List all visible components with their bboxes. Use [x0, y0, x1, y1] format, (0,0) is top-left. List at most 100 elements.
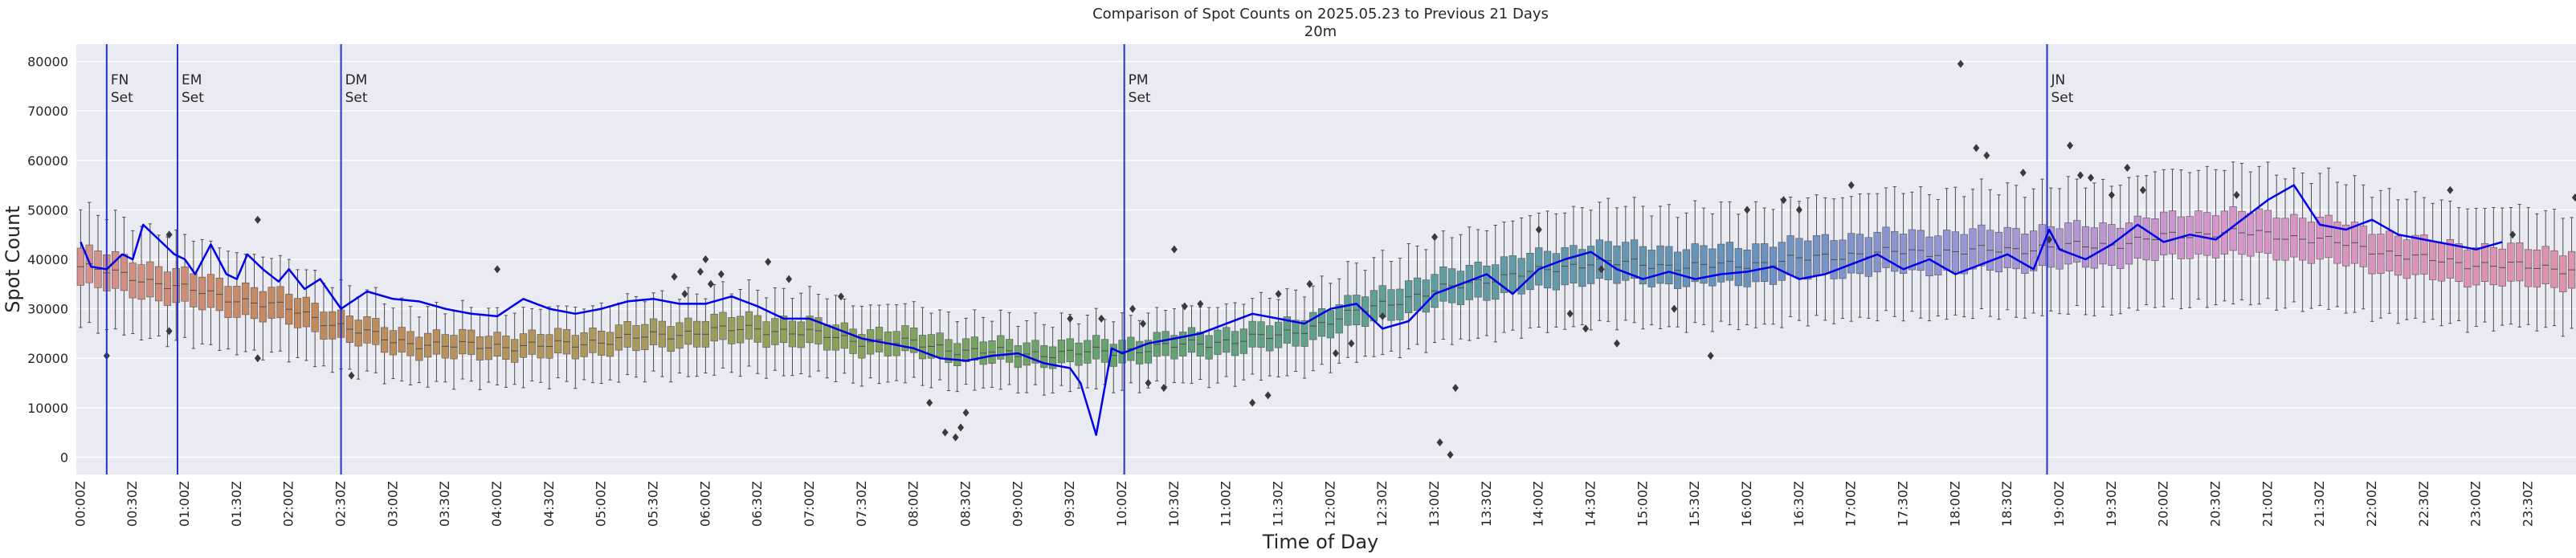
x-tick-label: 17:00Z — [1843, 481, 1859, 527]
x-tick-label: 01:00Z — [177, 481, 192, 527]
outlier-point — [165, 230, 173, 239]
x-tick-label: 03:30Z — [437, 481, 452, 527]
event-label: DM — [345, 72, 368, 88]
outlier-point — [1957, 59, 1964, 68]
event-label: FN — [111, 72, 129, 88]
outlier-point — [1145, 379, 1152, 388]
outlier-point — [1098, 314, 1105, 323]
x-tick-label: 22:00Z — [2364, 481, 2379, 527]
x-tick-label: 07:30Z — [854, 481, 869, 527]
x-tick-label: 08:00Z — [906, 481, 921, 527]
outlier-point — [1780, 196, 1787, 205]
outlier-point — [1566, 309, 1574, 318]
outlier-point — [1744, 206, 1751, 214]
x-tick-label: 19:30Z — [2104, 481, 2119, 527]
x-tick-label: 22:30Z — [2416, 481, 2431, 527]
x-tick-label: 06:30Z — [749, 481, 765, 527]
outlier-point — [2233, 190, 2240, 199]
x-tick-label: 23:00Z — [2468, 481, 2484, 527]
grid-lines — [76, 60, 2576, 458]
x-tick-label: 17:30Z — [1896, 481, 1911, 527]
y-tick-label: 0 — [60, 450, 68, 465]
outlier-point — [941, 428, 949, 437]
x-axis-label: Time of Day — [1262, 531, 1379, 553]
event-label: PM — [1129, 72, 1149, 88]
y-tick-label: 70000 — [27, 104, 68, 119]
x-tick-label: 15:30Z — [1687, 481, 1702, 527]
chart-subtitle: 20m — [1304, 23, 1337, 40]
outlier-point — [952, 433, 959, 442]
y-tick-label: 10000 — [27, 401, 68, 416]
outlier-point — [1129, 304, 1137, 313]
outlier-point — [1348, 339, 1355, 348]
x-tick-label: 14:00Z — [1531, 481, 1546, 527]
y-axis-ticks: 0 10000 20000 30000 40000 50000 60000 70000 8000… — [27, 55, 68, 466]
outlier-point — [681, 290, 688, 299]
x-tick-label: 04:30Z — [541, 481, 557, 527]
x-tick-label: 16:00Z — [1739, 481, 1754, 527]
chart-title: Comparison of Spot Counts on 2025.05.23 … — [1092, 6, 1549, 22]
outlier-point — [707, 279, 714, 288]
y-tick-label: 30000 — [27, 302, 68, 317]
x-tick-label: 16:30Z — [1791, 481, 1806, 527]
x-tick-label: 11:00Z — [1219, 481, 1234, 527]
outlier-point — [1671, 304, 1678, 313]
x-tick-label: 09:30Z — [1062, 481, 1077, 527]
x-tick-label: 13:00Z — [1427, 481, 1442, 527]
outlier-point — [957, 423, 965, 432]
series-lines — [80, 184, 2503, 436]
outlier-point — [765, 258, 772, 267]
outlier-point — [1973, 144, 1980, 153]
outlier-point — [2139, 185, 2146, 194]
x-tick-label: 23:30Z — [2521, 481, 2536, 527]
x-tick-label: 10:30Z — [1166, 481, 1182, 527]
outlier-point — [837, 292, 844, 301]
outlier-point — [962, 408, 970, 417]
x-tick-label: 21:00Z — [2260, 481, 2275, 527]
x-tick-label: 19:00Z — [2051, 481, 2067, 527]
y-tick-label: 50000 — [27, 202, 68, 218]
x-tick-label: 14:30Z — [1583, 481, 1598, 527]
outlier-point — [1452, 384, 1459, 393]
y-tick-label: 20000 — [27, 351, 68, 366]
x-tick-label: 05:00Z — [594, 481, 609, 527]
x-tick-label: 05:30Z — [646, 481, 661, 527]
x-axis-ticks: 00:00Z 00:30Z 01:00Z 01:30Z 02:00Z 02:30Z 03:0… — [72, 481, 2535, 527]
outlier-point — [1707, 352, 1714, 360]
outlier-point — [254, 354, 261, 363]
outlier-point — [1160, 384, 1167, 393]
outlier-point — [786, 275, 793, 283]
outlier-points — [103, 59, 2576, 459]
outlier-point — [2571, 193, 2576, 202]
outlier-point — [717, 270, 725, 279]
outlier-point — [1431, 233, 1439, 242]
outlier-point — [1140, 320, 1147, 328]
outlier-point — [494, 265, 501, 274]
y-tick-label: 80000 — [27, 55, 68, 70]
event-label: EM — [182, 72, 202, 88]
y-tick-label: 60000 — [27, 153, 68, 169]
x-tick-label: 08:30Z — [958, 481, 974, 527]
x-tick-label: 09:00Z — [1010, 481, 1025, 527]
outlier-point — [2067, 141, 2074, 150]
outlier-point — [1170, 245, 1178, 254]
outlier-point — [2124, 164, 2131, 173]
x-tick-label: 20:00Z — [2156, 481, 2171, 527]
outlier-point — [1275, 290, 1282, 299]
outlier-point — [1379, 312, 1386, 320]
outlier-point — [1249, 398, 1256, 407]
x-tick-label: 15:00Z — [1635, 481, 1650, 527]
outlier-point — [2509, 230, 2517, 239]
x-tick-label: 07:00Z — [802, 481, 817, 527]
outlier-point — [1067, 314, 1074, 323]
outlier-point — [2108, 190, 2115, 199]
outlier-point — [1197, 299, 1204, 308]
outlier-point — [1983, 151, 1990, 160]
outlier-point — [702, 255, 709, 263]
x-tick-label: 00:00Z — [72, 481, 88, 527]
outlier-point — [696, 267, 704, 276]
x-tick-label: 10:00Z — [1114, 481, 1129, 527]
y-axis-label: Spot Count — [2, 206, 24, 312]
event-label: Set — [345, 90, 368, 106]
